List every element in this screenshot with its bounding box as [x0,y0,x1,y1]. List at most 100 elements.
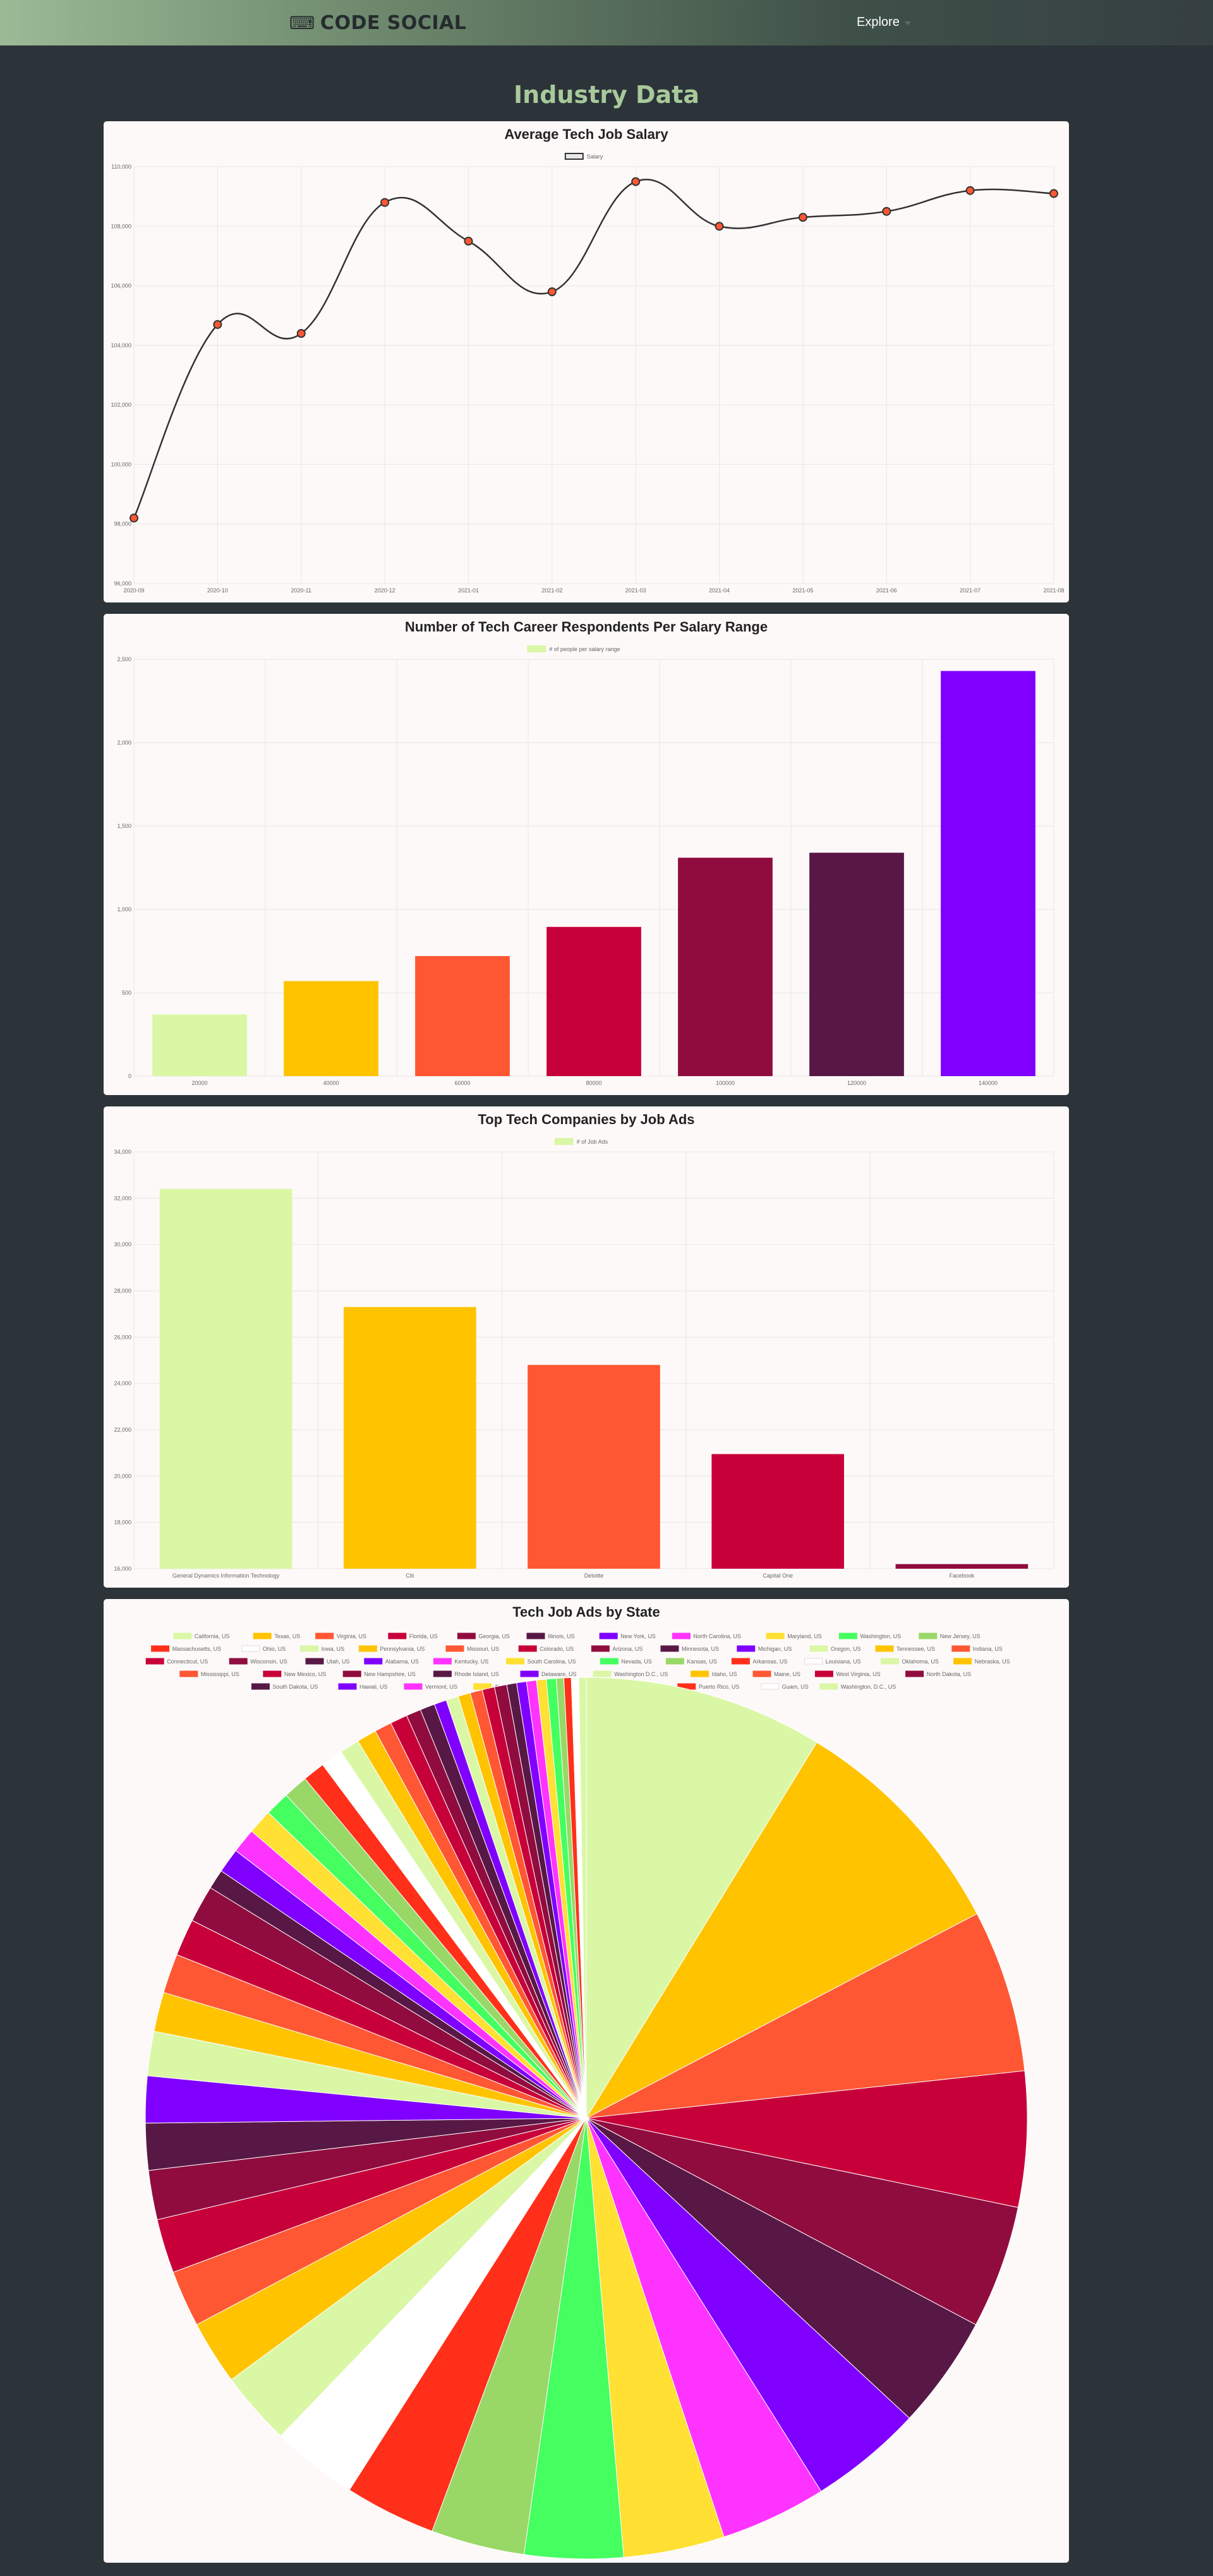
legend-label: Florida, US [409,1633,438,1639]
legend-swatch [752,1670,771,1677]
legend-swatch [691,1670,709,1677]
legend-label: Connecticut, US [167,1658,208,1665]
y-tick-label: 108,000 [111,223,131,229]
legend-label: Oklahoma, US [902,1658,939,1665]
x-tick-label: 20000 [191,1080,207,1086]
y-tick-label: 98,000 [114,521,131,527]
y-tick-label: 500 [122,990,131,996]
chart-title: Average Tech Job Salary [504,126,668,142]
legend-swatch [506,1658,525,1665]
salary-point [882,207,891,216]
legend-label: Arizona, US [612,1646,643,1652]
bar [284,981,378,1076]
legend-swatch [305,1658,324,1665]
y-tick-label: 110,000 [111,164,131,170]
legend-label: Oregon, US [831,1646,861,1652]
legend-swatch [766,1632,785,1639]
legend-label: Utah, US [327,1658,350,1665]
legend-label: Maine, US [774,1671,800,1677]
x-tick-label: 2021-07 [960,587,981,594]
legend-label: Rhode Island, US [454,1671,499,1677]
brand-logo[interactable]: ⌨ CODE SOCIAL [289,11,466,34]
legend-swatch [173,1632,192,1639]
legend-swatch [814,1670,833,1677]
legend-label: Louisiana, US [826,1658,861,1665]
legend-label: Iowa, US [322,1646,345,1652]
legend-swatch [905,1670,924,1677]
salary-series-line [133,179,1054,518]
legend-label: # of people per salary range [549,646,620,652]
x-tick-label: General Dynamics Information Technology [172,1573,280,1579]
legend-label: Massachusetts, US [172,1646,222,1652]
legend-label: Washington D.C., US [614,1671,668,1677]
x-tick-label: 2020-09 [123,587,144,594]
legend-swatch [593,1670,612,1677]
legend-swatch [358,1645,377,1652]
y-tick-label: 104,000 [111,342,131,349]
y-tick-label: 102,000 [111,402,131,408]
x-tick-label: 2021-08 [1043,587,1064,594]
legend-label: Nebraska, US [975,1658,1010,1665]
legend-swatch [838,1632,857,1639]
x-tick-label: 2021-04 [709,587,730,594]
legend-label: Missouri, US [467,1646,499,1652]
legend-swatch [660,1645,679,1652]
y-tick-label: 100,000 [111,461,131,467]
bar [343,1307,476,1569]
legend-swatch [731,1658,750,1665]
salary-point [130,513,138,523]
pie-slice [586,2118,977,2419]
legend-swatch [804,1658,823,1665]
legend-swatch [875,1645,894,1652]
legend-label: Minnesota, US [682,1646,719,1652]
salary-point [631,177,641,186]
salary-line-chart-card: Average Tech Job Salary Salary 96,000 98,00… [104,121,1069,602]
legend-label: Alabama, US [385,1658,419,1665]
legend-swatch [145,1658,164,1665]
legend-label: New Hampshire, US [364,1671,416,1677]
legend-label: West Virginia, US [836,1671,880,1677]
salary-point [798,213,807,222]
bar [546,926,641,1076]
pie-slice [586,2118,1019,2325]
legend-label: Idaho, US [712,1671,737,1677]
state-pie-chart-card: Tech Job Ads by State California, US Texas… [104,1599,1069,2563]
legend-swatch [251,1683,270,1690]
legend-label: Washington, US [860,1633,901,1639]
legend-swatch [229,1658,248,1665]
legend-swatch [518,1645,537,1652]
x-tick-label: 40000 [323,1080,339,1086]
salary-point [213,320,222,329]
legend-swatch [919,1632,938,1639]
x-tick-label: 2020-12 [375,587,395,594]
y-tick-label: 32,000 [114,1195,131,1201]
legend-label: Nevada, US [621,1658,652,1665]
salary-point [464,236,473,246]
x-tick-label: 2020-10 [207,587,228,594]
chart-title: Top Tech Companies by Job Ads [478,1111,694,1127]
pie-slice [586,2118,910,2492]
legend-swatch [151,1645,170,1652]
y-tick-label: 26,000 [114,1334,131,1340]
pie-slice [586,2070,1028,2208]
x-tick-label: 2020-11 [291,587,311,594]
y-tick-label: 96,000 [114,580,131,587]
bar [711,1454,845,1569]
legend-label: Delaware, US [541,1671,577,1677]
explore-menu[interactable]: Explore [857,13,911,32]
legend-swatch [388,1632,407,1639]
legend-label: Georgia, US [478,1633,510,1639]
legend-swatch [665,1658,684,1665]
legend-swatch [338,1683,357,1690]
legend-swatch [564,153,584,160]
bar [809,853,904,1076]
x-tick-label: 120000 [847,1080,866,1086]
brand-name: CODE SOCIAL [320,11,467,34]
legend-label: California, US [195,1633,230,1639]
legend-label: South Carolina, US [528,1658,576,1665]
legend-swatch [342,1670,361,1677]
legend-swatch [599,1632,618,1639]
salary-line-chart: Average Tech Job Salary Salary 96,000 98,00… [111,126,1064,594]
legend-label: Washington, D.C., US [841,1684,896,1690]
legend-label: Puerto Rico, US [699,1684,740,1690]
